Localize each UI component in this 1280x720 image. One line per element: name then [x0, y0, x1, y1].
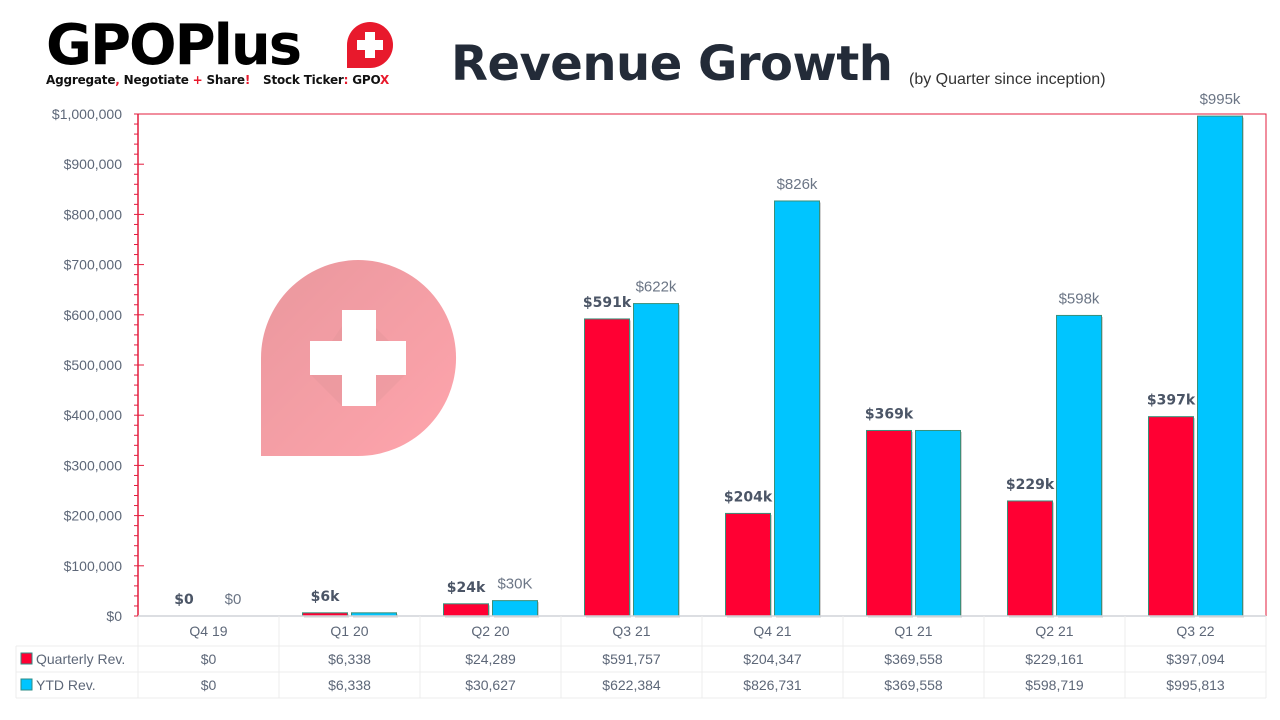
legend-label-ytd: YTD Rev. [36, 677, 96, 693]
data-label-quarterly: $591k [583, 295, 632, 311]
bar-ytd-rev [633, 303, 679, 617]
bar-quarterly-rev [1148, 416, 1194, 617]
table-cell: $30,627 [465, 677, 516, 693]
stock-ticker: Stock Ticker: GPOX [263, 73, 390, 87]
data-label-ytd: $826k [777, 176, 818, 193]
bar-quarterly-rev [584, 318, 630, 617]
y-tick-label: $900,000 [64, 156, 123, 172]
x-category-label: Q2 20 [471, 623, 509, 639]
logo-tagline: Aggregate, Negotiate + Share! [46, 73, 251, 87]
bar-ytd-rev [1056, 314, 1102, 617]
bar-ytd-rev [915, 429, 961, 617]
table-cell: $369,558 [884, 651, 943, 667]
legend-swatch-quarterly [20, 652, 33, 665]
table-cell: $598,719 [1025, 677, 1084, 693]
data-label-quarterly: $24k [447, 580, 486, 596]
medical-cross-badge-icon [347, 22, 393, 68]
table-cell: $0 [201, 651, 217, 667]
data-label-quarterly: $369k [865, 406, 914, 422]
y-tick-label: $800,000 [64, 206, 123, 222]
x-category-label: Q3 21 [612, 623, 650, 639]
y-tick-label: $1,000,000 [52, 106, 122, 122]
bar-ytd-rev [492, 600, 538, 617]
gpoplus-logo: GPOPlus Aggregate, Negotiate + Share! St… [46, 14, 406, 94]
bar-ytd-rev [774, 200, 820, 617]
y-tick-label: $500,000 [64, 357, 123, 373]
y-tick-label: $300,000 [64, 457, 123, 473]
table-cell: $397,094 [1166, 651, 1225, 667]
bar-quarterly-rev [866, 429, 912, 617]
table-cell: $369,558 [884, 677, 943, 693]
data-label-quarterly: $204k [724, 489, 773, 505]
watermark-medical-cross-icon [261, 259, 457, 456]
x-category-label: Q1 20 [330, 623, 368, 639]
data-label-quarterly: $397k [1147, 393, 1196, 409]
table-cell: $591,757 [602, 651, 661, 667]
data-label-quarterly: $229k [1006, 477, 1055, 493]
table-cell: $6,338 [328, 651, 371, 667]
x-category-label: Q1 21 [894, 623, 932, 639]
bar-quarterly-rev [1007, 500, 1053, 617]
legend-label-quarterly: Quarterly Rev. [36, 651, 125, 667]
table-cell: $6,338 [328, 677, 371, 693]
bar-ytd-rev [1197, 115, 1243, 617]
chart-title: Revenue Growth [451, 36, 893, 92]
y-tick-label: $100,000 [64, 558, 123, 574]
x-category-label: Q3 22 [1176, 623, 1214, 639]
table-cell: $204,347 [743, 651, 802, 667]
x-category-label: Q2 21 [1035, 623, 1073, 639]
bar-quarterly-rev [725, 512, 771, 617]
logo-wordmark: GPOPlus [46, 13, 302, 78]
x-category-label: Q4 21 [753, 623, 791, 639]
y-tick-label: $700,000 [64, 257, 123, 273]
bar-quarterly-rev [443, 603, 489, 617]
y-tick-label: $600,000 [64, 307, 123, 323]
x-category-label: Q4 19 [189, 623, 227, 639]
data-label-ytd: $995k [1200, 91, 1241, 108]
y-tick-label: $0 [106, 608, 122, 624]
chart-subtitle: (by Quarter since inception) [909, 71, 1106, 88]
table-cell: $826,731 [743, 677, 802, 693]
data-label-ytd: $622k [636, 279, 677, 296]
data-label-ytd: $598k [1059, 290, 1100, 307]
table-cell: $995,813 [1166, 677, 1225, 693]
data-label-quarterly: $6k [311, 589, 340, 605]
data-label-ytd: $0 [225, 591, 242, 608]
data-label-quarterly: $0 [174, 592, 194, 608]
table-cell: $0 [201, 677, 217, 693]
data-label-ytd: $30K [497, 576, 532, 593]
table-cell: $622,384 [602, 677, 661, 693]
table-cell: $24,289 [465, 651, 516, 667]
y-tick-label: $200,000 [64, 508, 123, 524]
y-tick-label: $400,000 [64, 407, 123, 423]
table-cell: $229,161 [1025, 651, 1084, 667]
legend-swatch-ytd [20, 678, 33, 691]
